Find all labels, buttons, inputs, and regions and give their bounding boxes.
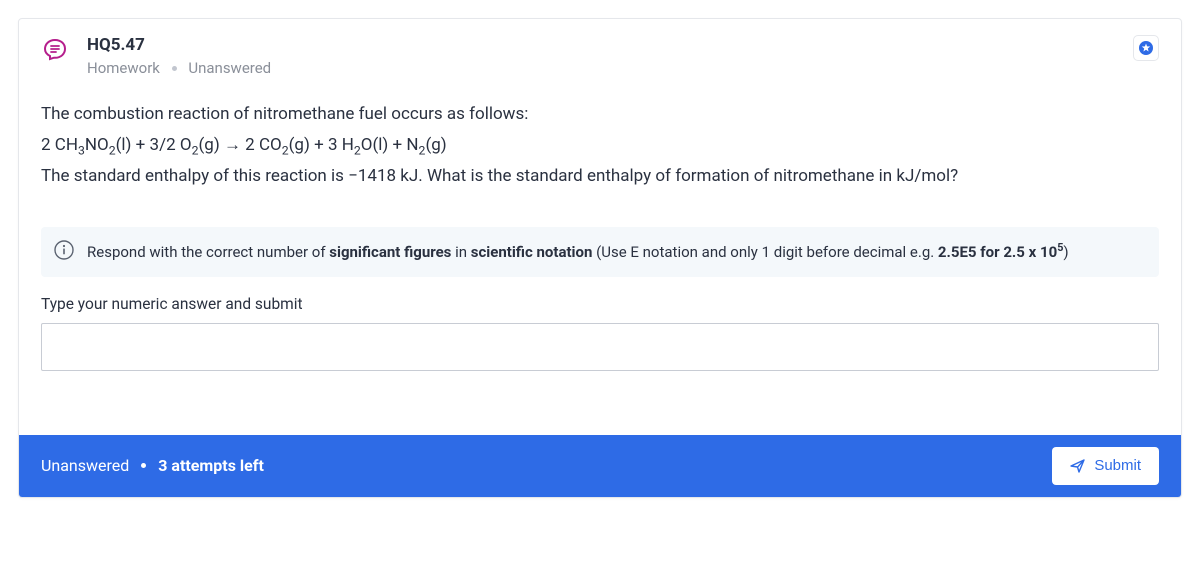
question-meta: Homework Unanswered — [87, 59, 1133, 77]
star-icon — [1138, 40, 1154, 56]
hint-example: 2.5E5 for 2.5 x 105 — [938, 243, 1063, 261]
hint-bold-notation: scientific notation — [471, 243, 593, 261]
hint-bold-sigfigs: significant figures — [329, 243, 451, 261]
card-header: HQ5.47 Homework Unanswered — [19, 19, 1181, 85]
bookmark-button[interactable] — [1133, 35, 1159, 61]
question-body: The combustion reaction of nitromethane … — [19, 85, 1181, 217]
footer-bar: Unanswered 3 attempts left Submit — [19, 435, 1181, 497]
question-intro: The combustion reaction of nitromethane … — [41, 101, 1159, 128]
footer-status: Unanswered 3 attempts left — [41, 456, 264, 475]
question-title: HQ5.47 — [87, 35, 1133, 55]
hint-suffix: (Use E notation and only 1 digit before … — [592, 243, 938, 261]
spacer — [19, 371, 1181, 435]
hint-text: Respond with the correct number of signi… — [87, 243, 1069, 261]
hint-prefix: Respond with the correct number of — [87, 243, 329, 261]
status-label: Unanswered — [188, 59, 271, 77]
footer-status-text: Unanswered — [41, 456, 129, 475]
category-label: Homework — [87, 59, 160, 77]
hint-example-text: 2.5E5 for 2.5 x 10 — [938, 243, 1057, 261]
answer-input[interactable] — [41, 323, 1159, 371]
answer-input-label: Type your numeric answer and submit — [19, 277, 1181, 323]
footer-attempts: 3 attempts left — [158, 456, 264, 475]
title-block: HQ5.47 Homework Unanswered — [87, 35, 1133, 77]
question-card: HQ5.47 Homework Unanswered The combustio… — [18, 18, 1182, 498]
info-icon — [53, 239, 75, 265]
question-equation: 2 CH3NO2(l) + 3/2 O2(g) → 2 CO2(g) + 3 H… — [41, 132, 1159, 159]
submit-button-label: Submit — [1094, 457, 1141, 474]
meta-separator-icon — [172, 66, 177, 71]
hint-mid: in — [451, 243, 470, 261]
send-icon — [1070, 458, 1086, 474]
question-type-icon — [41, 37, 69, 65]
hint-banner: Respond with the correct number of signi… — [41, 227, 1159, 277]
hint-close: ) — [1063, 243, 1068, 261]
footer-separator-icon — [141, 463, 146, 468]
question-followup: The standard enthalpy of this reaction i… — [41, 163, 1159, 190]
submit-button[interactable]: Submit — [1052, 447, 1159, 485]
